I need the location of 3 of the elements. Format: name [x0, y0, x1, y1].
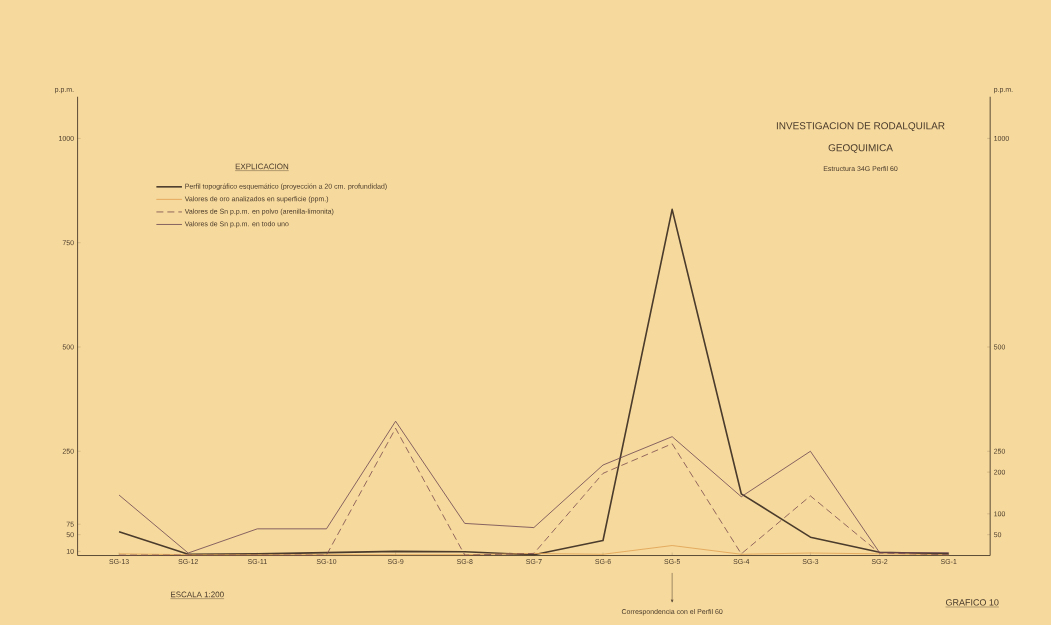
text: INVESTIGACION DE RODALQUILAR	[776, 122, 945, 131]
text: GRAFICO 10	[945, 599, 999, 606]
text: GEOQUIMICA	[828, 144, 893, 153]
